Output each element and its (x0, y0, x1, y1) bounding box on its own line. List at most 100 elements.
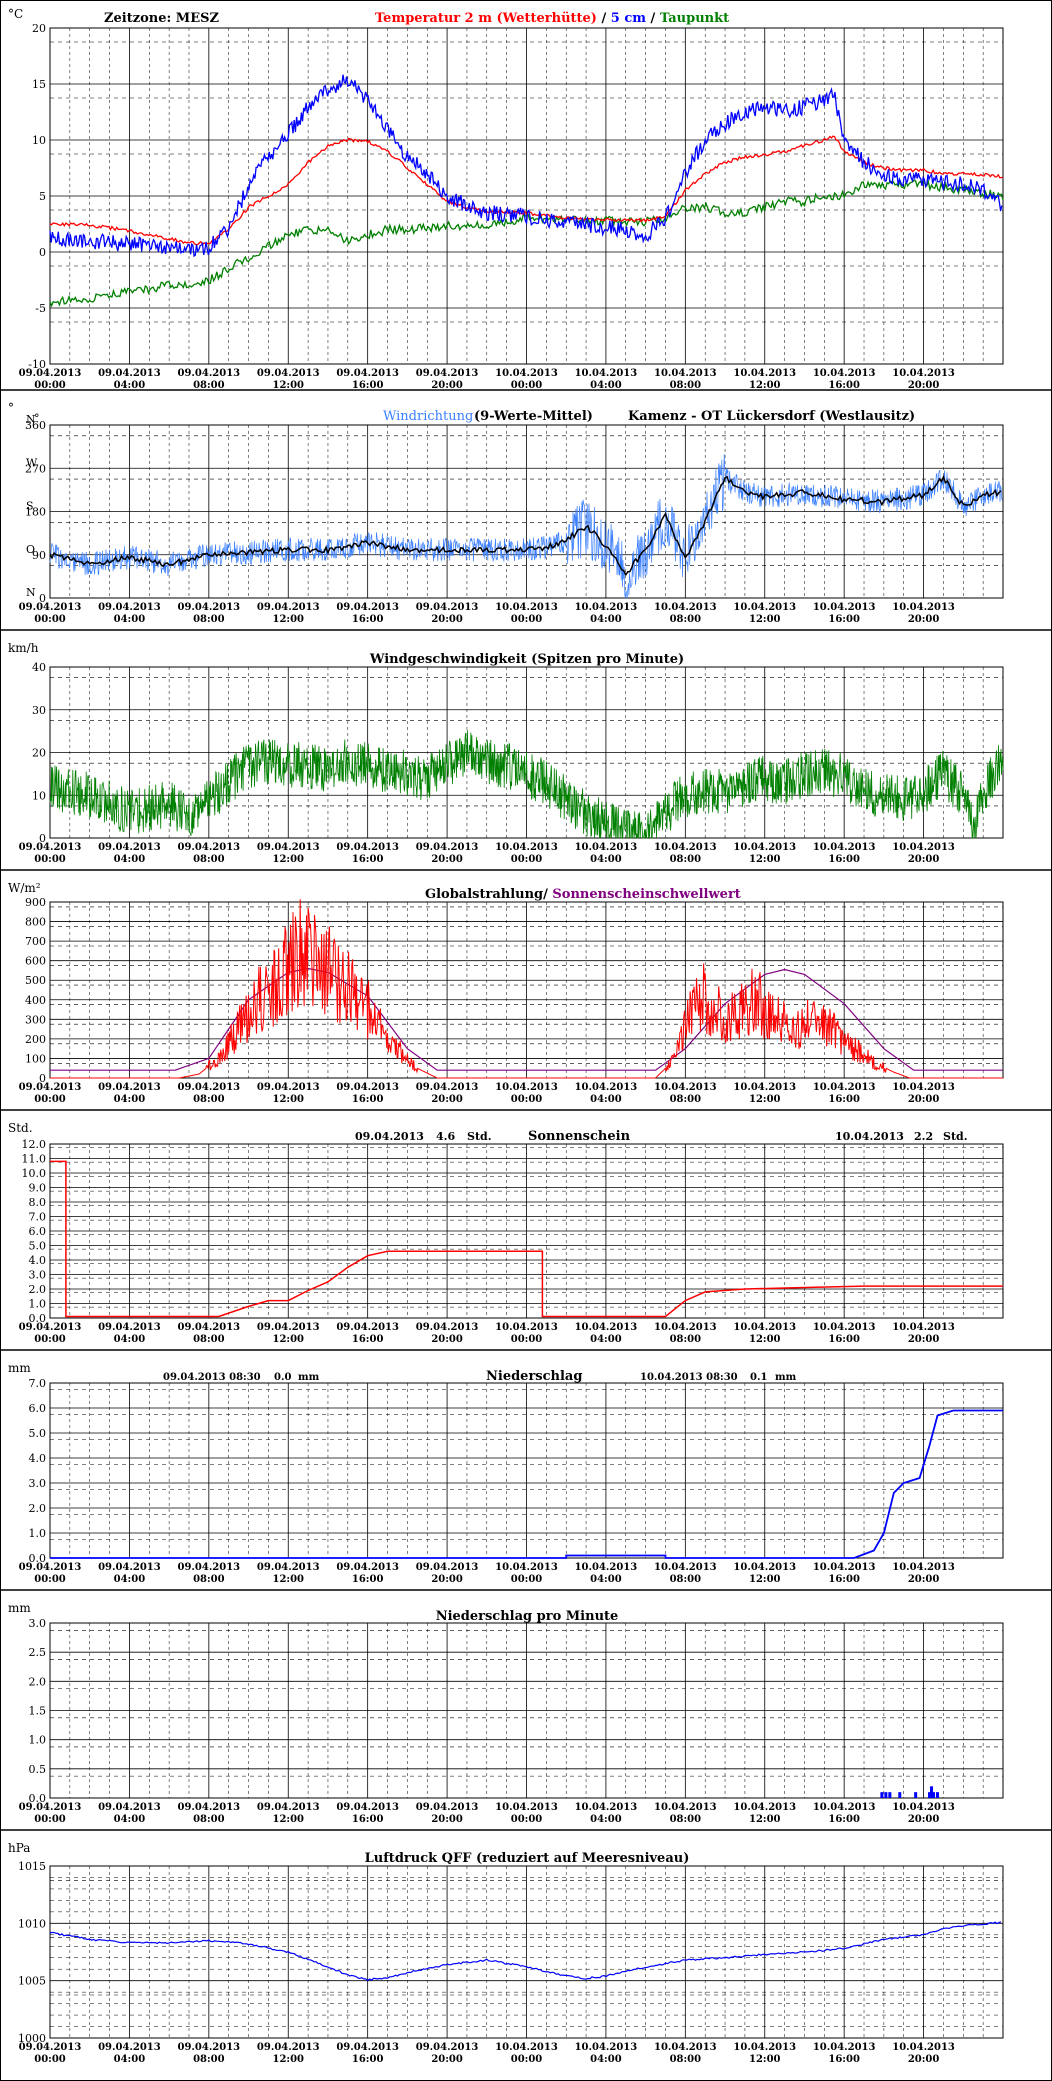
legend-t5cm: 5 cm (611, 11, 651, 26)
y-tick-label: 2.0 (29, 1675, 47, 1688)
y-tick-label: 11.0 (22, 1153, 47, 1166)
x-tick-time: 08:00 (193, 614, 225, 625)
x-tick-date: 09.04.2013 (416, 1082, 479, 1093)
legend-dew: Taupunkt (660, 11, 729, 26)
y-tick-label: 1010 (18, 1917, 46, 1930)
x-tick-date: 10.04.2013 (733, 602, 796, 613)
y-tick-label: 0.0 (29, 1552, 47, 1565)
x-tick-date: 10.04.2013 (813, 1562, 876, 1573)
y-tick-label: 4.0 (29, 1452, 47, 1465)
x-tick-date: 10.04.2013 (892, 368, 955, 379)
x-tick-date: 09.04.2013 (416, 1322, 479, 1333)
x-tick-date: 09.04.2013 (98, 1322, 161, 1333)
x-tick-date: 09.04.2013 (178, 368, 241, 379)
x-tick-date: 09.04.2013 (178, 1082, 241, 1093)
y-tick-label: 0 (39, 246, 46, 259)
x-tick-date: 10.04.2013 (813, 2042, 876, 2053)
series-sunshine-line (50, 1160, 1003, 1318)
y-tick-label: 0.5 (29, 1763, 47, 1776)
x-tick-date: 10.04.2013 (892, 1322, 955, 1333)
x-tick-time: 16:00 (828, 854, 860, 865)
x-tick-date: 10.04.2013 (813, 1082, 876, 1093)
precip-minute-bar (930, 1786, 934, 1798)
x-tick-date: 10.04.2013 (654, 842, 717, 853)
y-tick-label: 200 (25, 1033, 46, 1046)
x-tick-time: 04:00 (590, 1094, 622, 1105)
x-tick-time: 08:00 (670, 2054, 702, 2065)
x-tick-date: 09.04.2013 (257, 842, 320, 853)
series-wind-direction-mean (49, 474, 1002, 577)
wind-speed-title: Windgeschwindigkeit (Spitzen pro Minute) (369, 652, 684, 667)
panel-wind-speed: 40302010009.04.201300:0009.04.201304:000… (8, 641, 1004, 865)
x-tick-time: 08:00 (193, 2054, 225, 2065)
x-tick-date: 09.04.2013 (98, 602, 161, 613)
precip-day2-value: 0.1 (750, 1372, 767, 1383)
timezone-label: Zeitzone: MESZ (104, 11, 219, 26)
legend-sep2: / (651, 11, 660, 26)
plot-frame (49, 1622, 1004, 1799)
x-tick-date: 09.04.2013 (19, 2042, 82, 2053)
x-tick-time: 20:00 (431, 380, 463, 391)
x-tick-time: 16:00 (352, 1574, 384, 1585)
y-tick-label: 4.0 (29, 1254, 47, 1267)
x-tick-date: 10.04.2013 (575, 1802, 638, 1813)
x-tick-date: 10.04.2013 (575, 1082, 638, 1093)
panel-pressure: 101510101005100009.04.201300:0009.04.201… (8, 1841, 1004, 2065)
x-tick-time: 20:00 (908, 1094, 940, 1105)
x-tick-time: 04:00 (114, 1094, 146, 1105)
x-tick-date: 09.04.2013 (336, 842, 399, 853)
x-tick-date: 09.04.2013 (98, 1802, 161, 1813)
y-tick-label: 100 (25, 1052, 46, 1065)
x-tick-time: 16:00 (828, 380, 860, 391)
x-tick-date: 09.04.2013 (336, 1802, 399, 1813)
x-tick-time: 04:00 (590, 1334, 622, 1345)
x-tick-date: 10.04.2013 (575, 602, 638, 613)
x-tick-date: 10.04.2013 (813, 842, 876, 853)
x-tick-date: 09.04.2013 (257, 1082, 320, 1093)
panel-precip-per-minute: 3.02.52.01.51.00.50.009.04.201300:0009.0… (8, 1601, 1004, 1825)
x-tick-date: 10.04.2013 (733, 368, 796, 379)
x-tick-time: 00:00 (511, 2054, 543, 2065)
panel-temperature: 20151050-5-1009.04.201300:0009.04.201304… (8, 7, 1004, 391)
x-tick-time: 12:00 (749, 854, 781, 865)
y-tick-label: 10 (32, 789, 46, 802)
wind-direction-avg-label: (9-Werte-Mittel) (474, 409, 593, 424)
plot-frame (49, 27, 1004, 365)
x-tick-date: 10.04.2013 (654, 368, 717, 379)
station-label: Kamenz - OT Lückersdorf (Westlausitz) (628, 409, 915, 424)
x-tick-date: 09.04.2013 (178, 1562, 241, 1573)
x-tick-time: 16:00 (828, 2054, 860, 2065)
x-tick-time: 20:00 (908, 380, 940, 391)
y-tick-label: 1015 (18, 1860, 46, 1873)
x-tick-time: 20:00 (908, 854, 940, 865)
y-tick-label: 40 (32, 661, 46, 674)
y-tick-label: 360 (25, 419, 46, 432)
precip-day2-unit: mm (775, 1372, 797, 1383)
x-tick-date: 10.04.2013 (495, 602, 558, 613)
sunshine-day1-value: 4.6 (436, 1130, 455, 1143)
compass-label: S (26, 500, 34, 513)
x-tick-date: 09.04.2013 (19, 1322, 82, 1333)
x-tick-date: 09.04.2013 (336, 602, 399, 613)
x-tick-time: 04:00 (114, 1334, 146, 1345)
unit-label: ° (8, 401, 14, 415)
unit-label: °C (8, 7, 23, 21)
x-tick-date: 09.04.2013 (416, 1562, 479, 1573)
y-tick-label: 20 (32, 22, 46, 35)
sunshine-title: Sonnenschein (528, 1129, 631, 1144)
x-tick-time: 00:00 (34, 1094, 66, 1105)
wind-direction-title: Windrichtung (383, 409, 473, 424)
x-tick-date: 10.04.2013 (654, 1562, 717, 1573)
compass-label: W (26, 456, 38, 469)
x-tick-date: 10.04.2013 (575, 1322, 638, 1333)
x-tick-time: 12:00 (272, 1814, 304, 1825)
x-tick-time: 04:00 (114, 380, 146, 391)
y-tick-label: 300 (25, 1013, 46, 1026)
x-tick-time: 00:00 (511, 1094, 543, 1105)
x-tick-time: 08:00 (670, 380, 702, 391)
plot-frame (49, 666, 1004, 839)
unit-label: Std. (8, 1121, 33, 1135)
x-tick-time: 20:00 (908, 1334, 940, 1345)
series-pressure-line (49, 1921, 1002, 1982)
sunshine-day1-unit: Std. (467, 1130, 492, 1143)
